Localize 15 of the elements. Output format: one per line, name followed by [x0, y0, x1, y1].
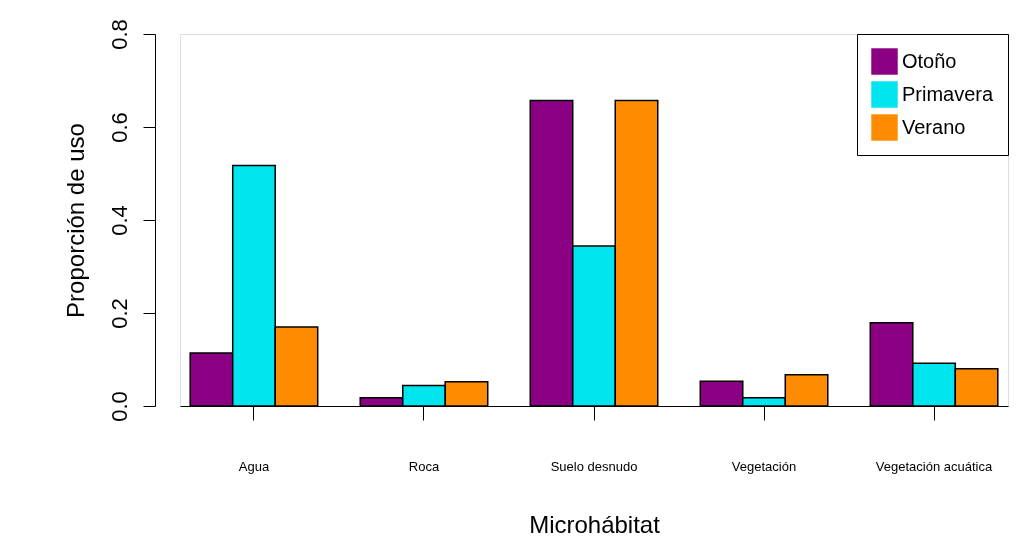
x-tick-label: Suelo desnudo [550, 458, 638, 474]
x-axis-title: Microhábitat [529, 510, 661, 538]
x-tick-label: Vegetación [731, 458, 797, 474]
y-tick-label: 0.4 [106, 205, 132, 236]
y-tick-label: 0.2 [106, 298, 132, 329]
y-tick-label: 0.6 [106, 112, 132, 143]
y-axis-title: Proporción de uso [61, 123, 89, 318]
y-tick-label: 0.8 [106, 19, 132, 50]
y-tick-label: 0.0 [106, 391, 132, 422]
legend-label: Otoño [902, 49, 957, 72]
legend-label: Primavera [902, 82, 995, 105]
x-tick-label: Vegetación acuática [875, 458, 993, 474]
x-tick-label: Roca [408, 458, 440, 474]
legend-label: Verano [902, 115, 966, 138]
x-tick-label: Agua [238, 458, 270, 474]
